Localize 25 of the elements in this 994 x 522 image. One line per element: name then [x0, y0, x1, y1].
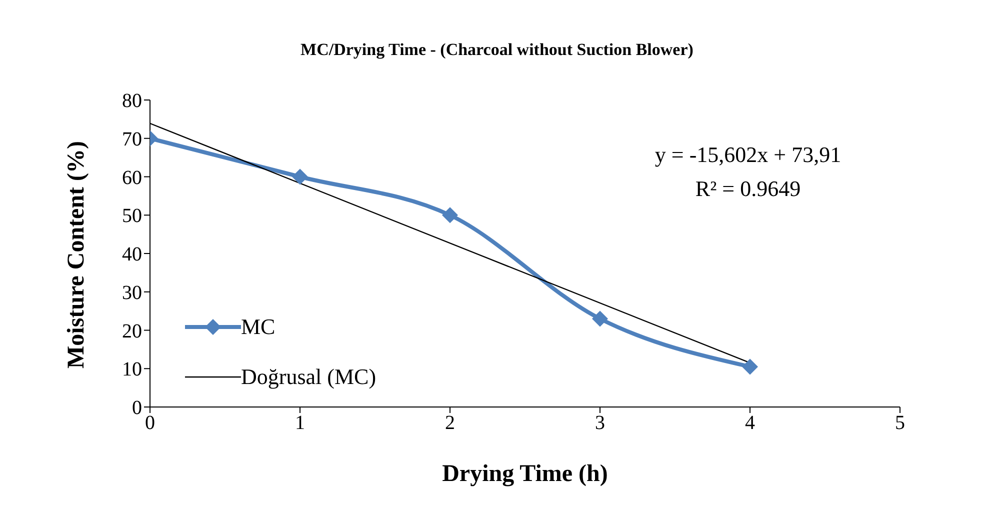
- x-tick-label: 5: [895, 412, 905, 434]
- y-axis-title: Moisture Content (%): [64, 140, 90, 368]
- y-tick-label: 20: [122, 320, 142, 342]
- x-tick-label: 4: [745, 412, 755, 434]
- y-tick-label: 0: [132, 397, 142, 420]
- x-tick-label: 2: [445, 412, 455, 434]
- point: [592, 310, 608, 327]
- y-tick-label: 10: [122, 358, 142, 381]
- y-tick-label: 40: [122, 244, 142, 266]
- point: [442, 207, 458, 224]
- x-tick-label: 3: [595, 412, 605, 434]
- y-tick-label: 80: [122, 90, 142, 112]
- legend-label: MC: [241, 314, 276, 340]
- y-tick-label: 70: [122, 128, 142, 150]
- legend-label: Doğrusal (MC): [241, 364, 376, 390]
- point: [742, 358, 758, 375]
- x-tick-label: 1: [295, 412, 305, 434]
- y-tick-label: 50: [122, 205, 142, 228]
- y-tick-label: 30: [122, 282, 142, 304]
- annotation: y = -15,602x + 73,91: [654, 141, 842, 169]
- y-tick-label: 60: [122, 166, 142, 189]
- chart-title: MC/Drying Time - (Charcoal without Suction Blower): [300, 40, 694, 60]
- x-axis-title: Drying Time (h): [442, 461, 608, 487]
- point: [292, 168, 308, 185]
- annotation: R² = 0.9649: [694, 175, 802, 203]
